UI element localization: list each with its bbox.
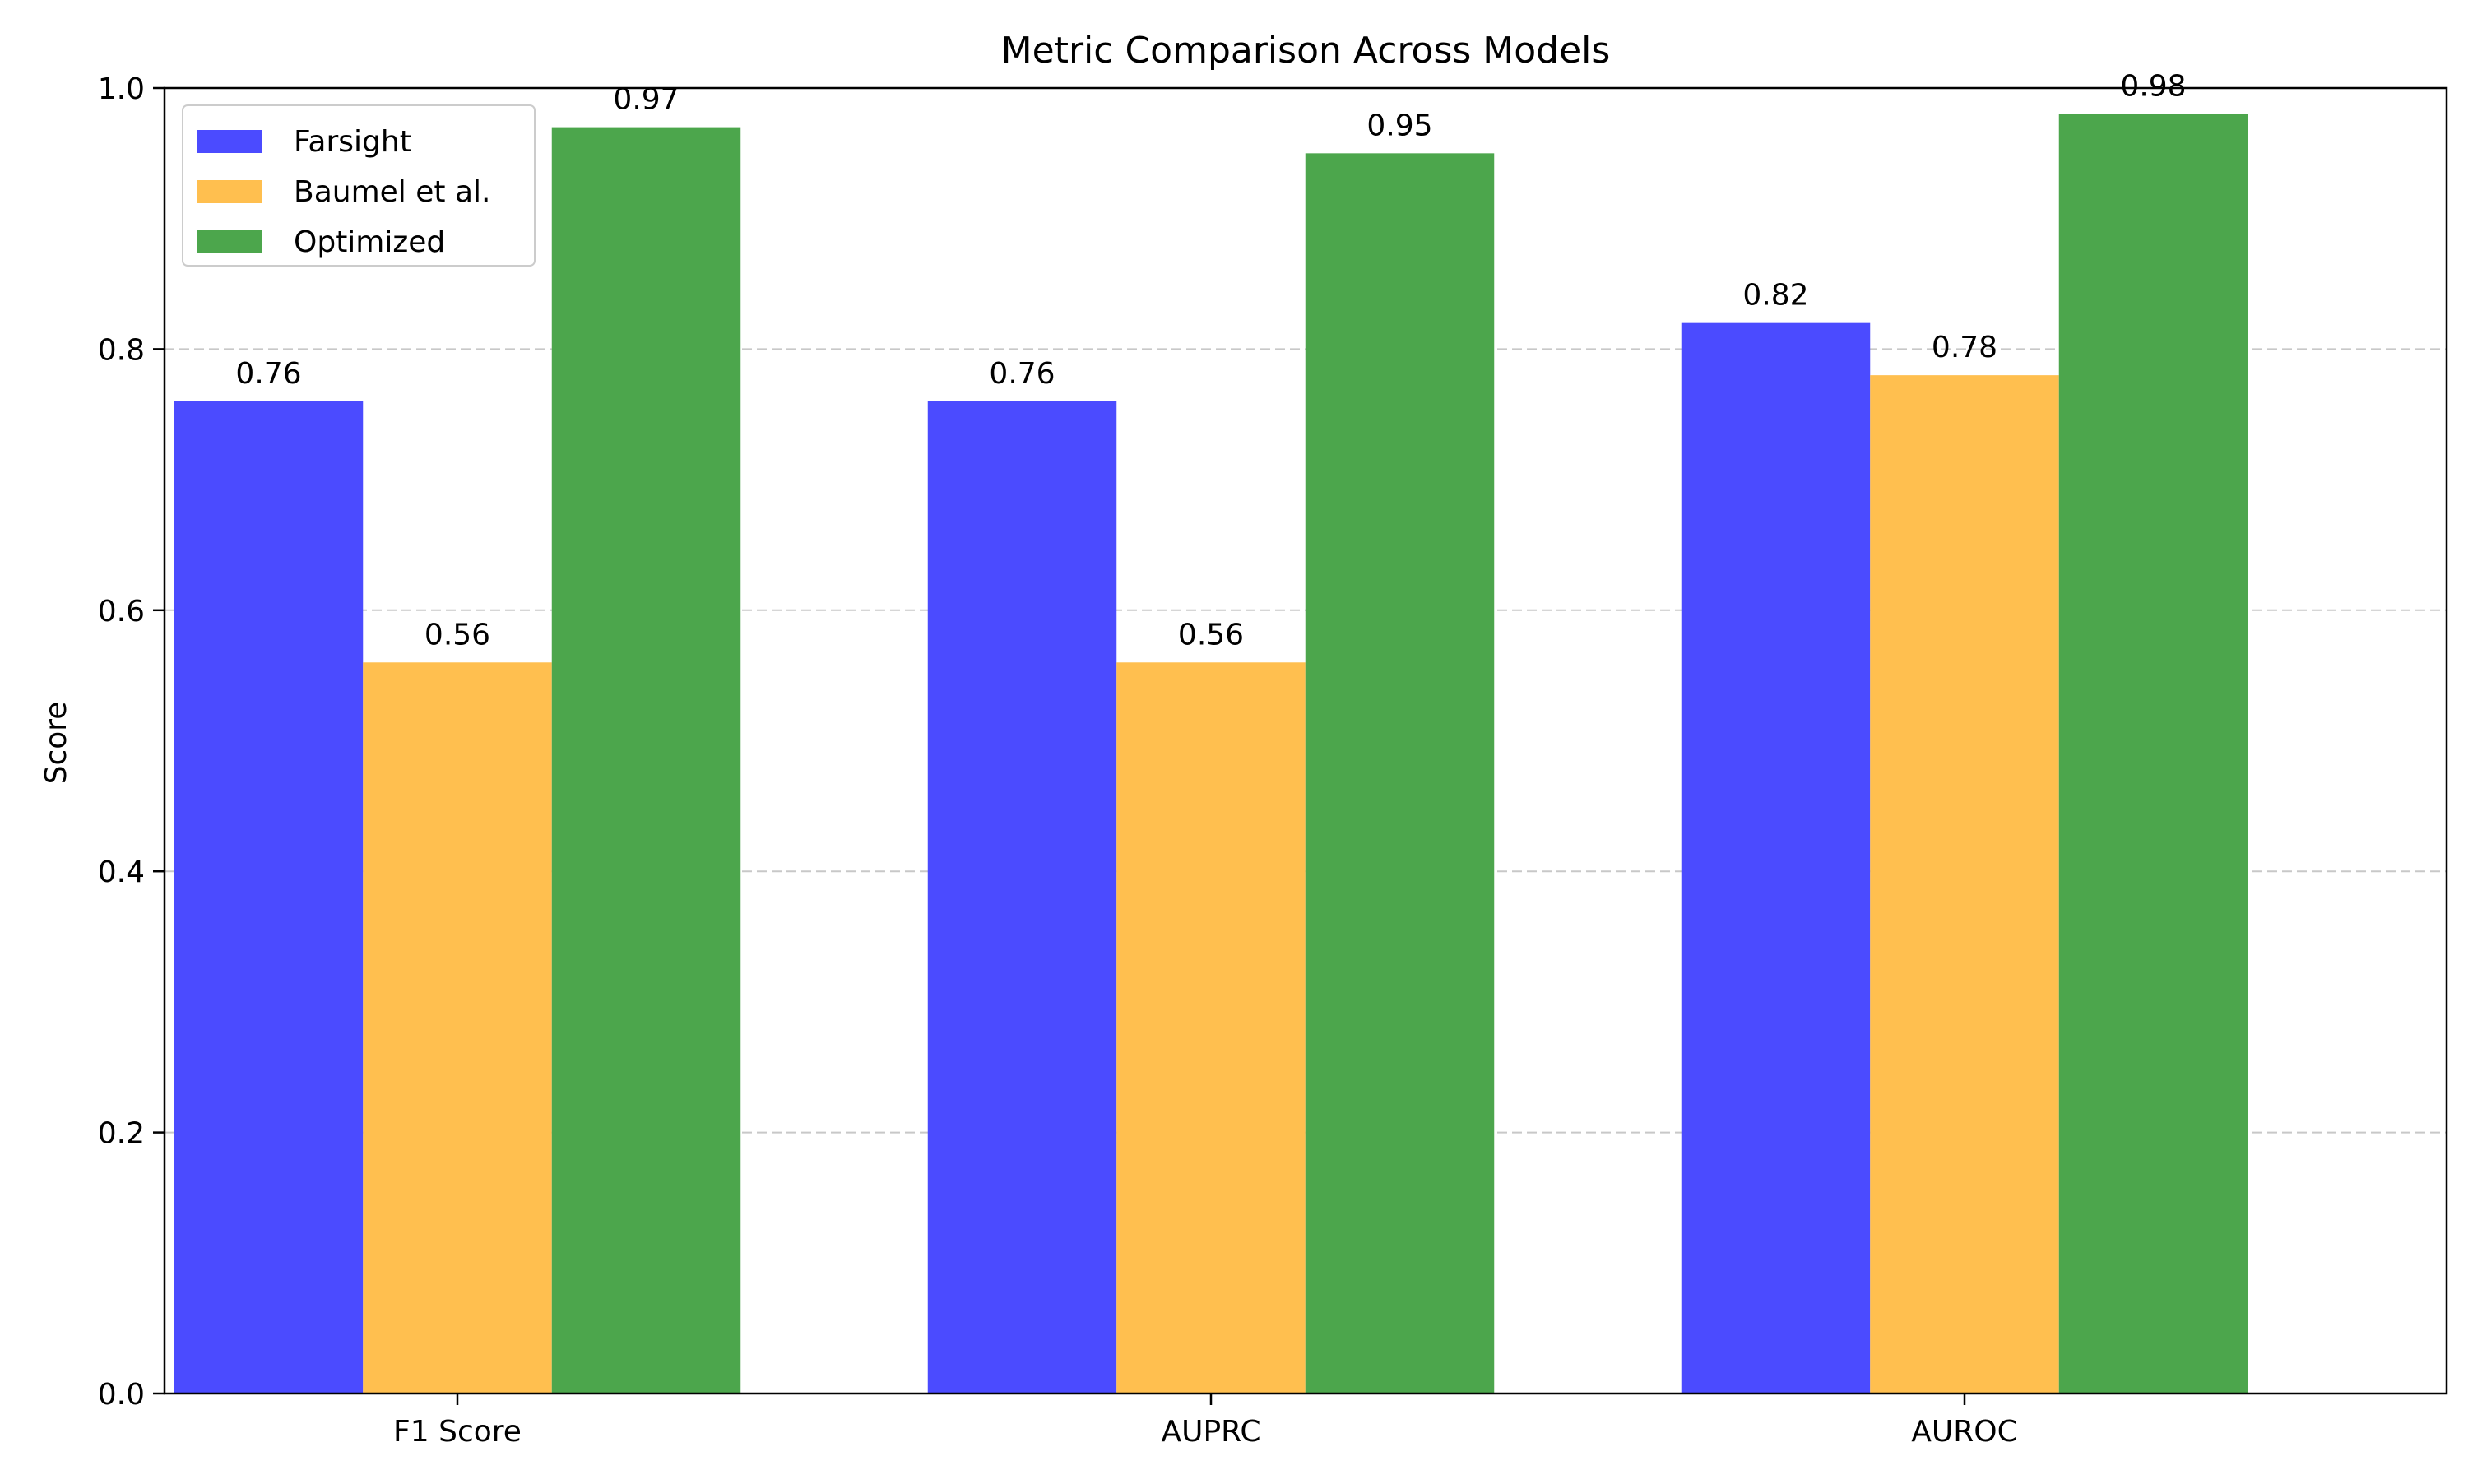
legend: Farsight Baumel et al. Optimized bbox=[182, 104, 536, 267]
bar-optimized-f1-score bbox=[551, 127, 741, 1394]
bar-value-label: 0.56 bbox=[424, 618, 490, 652]
bar-value-label: 0.76 bbox=[235, 357, 301, 391]
x-tick-label: AUPRC bbox=[1161, 1415, 1260, 1449]
y-tick-label: 0.0 bbox=[98, 1378, 145, 1412]
bar-value-label: 0.82 bbox=[1742, 279, 1808, 313]
legend-swatch bbox=[197, 230, 262, 253]
bar-farsight-auprc bbox=[927, 401, 1117, 1394]
y-axis-ticks: 0.0 0.2 0.4 0.6 0.8 1.0 bbox=[98, 72, 165, 1412]
bar-baumel-et-al-auroc bbox=[1870, 375, 2059, 1394]
bar-value-labels: 0.760.560.970.760.560.950.820.780.98 bbox=[235, 70, 2186, 652]
bar-value-label: 0.98 bbox=[2120, 70, 2186, 104]
chart-title: Metric Comparison Across Models bbox=[1001, 30, 1611, 72]
y-tick-label: 0.8 bbox=[98, 333, 145, 367]
legend-label: Baumel et al. bbox=[294, 175, 490, 209]
plot-frame bbox=[163, 86, 2448, 1395]
bar-value-label: 0.76 bbox=[989, 357, 1055, 391]
y-tick-label: 0.6 bbox=[98, 595, 145, 628]
legend-label: Farsight bbox=[294, 125, 411, 159]
bar-baumel-et-al-auprc bbox=[1116, 662, 1306, 1394]
bar-optimized-auprc bbox=[1305, 153, 1495, 1394]
x-axis-ticks: F1 Score AUPRC AUROC bbox=[393, 1394, 2018, 1449]
x-tick-label: F1 Score bbox=[393, 1415, 522, 1449]
bars bbox=[174, 114, 2248, 1394]
legend-swatch bbox=[197, 180, 262, 203]
y-tick-label: 0.4 bbox=[98, 856, 145, 889]
x-tick-label: AUROC bbox=[1911, 1415, 2017, 1449]
legend-label: Optimized bbox=[294, 225, 445, 259]
bar-value-label: 0.95 bbox=[1366, 109, 1432, 142]
bar-baumel-et-al-f1-score bbox=[363, 662, 552, 1394]
y-tick-label: 0.2 bbox=[98, 1117, 145, 1151]
y-tick-label: 1.0 bbox=[98, 72, 145, 106]
bar-value-label: 0.78 bbox=[1932, 331, 1997, 364]
y-axis-label: Score bbox=[39, 702, 73, 785]
legend-box bbox=[182, 104, 536, 267]
legend-swatch bbox=[197, 130, 262, 153]
bar-optimized-auroc bbox=[2058, 114, 2248, 1394]
bar-farsight-auroc bbox=[1681, 322, 1871, 1394]
bar-farsight-f1-score bbox=[174, 401, 364, 1394]
bar-value-label: 0.56 bbox=[1178, 618, 1244, 652]
